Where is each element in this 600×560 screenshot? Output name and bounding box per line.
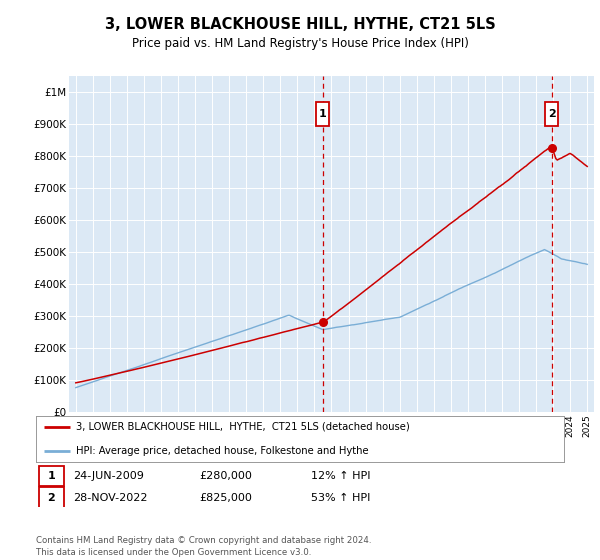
Text: Price paid vs. HM Land Registry's House Price Index (HPI): Price paid vs. HM Land Registry's House … — [131, 38, 469, 50]
Text: 2: 2 — [47, 493, 55, 502]
Text: £825,000: £825,000 — [200, 493, 253, 502]
Text: 28-NOV-2022: 28-NOV-2022 — [73, 493, 148, 502]
FancyBboxPatch shape — [545, 102, 559, 125]
Text: 2: 2 — [548, 109, 556, 119]
Text: 1: 1 — [47, 471, 55, 480]
Text: 24-JUN-2009: 24-JUN-2009 — [73, 471, 144, 480]
Text: 12% ↑ HPI: 12% ↑ HPI — [311, 471, 370, 480]
Text: HPI: Average price, detached house, Folkestone and Hythe: HPI: Average price, detached house, Folk… — [76, 446, 368, 456]
Text: £280,000: £280,000 — [200, 471, 253, 480]
Text: 3, LOWER BLACKHOUSE HILL,  HYTHE,  CT21 5LS (detached house): 3, LOWER BLACKHOUSE HILL, HYTHE, CT21 5L… — [76, 422, 409, 432]
Text: 53% ↑ HPI: 53% ↑ HPI — [311, 493, 370, 502]
FancyBboxPatch shape — [316, 102, 329, 125]
FancyBboxPatch shape — [38, 466, 64, 486]
FancyBboxPatch shape — [38, 487, 64, 507]
Text: 1: 1 — [319, 109, 326, 119]
Text: Contains HM Land Registry data © Crown copyright and database right 2024.
This d: Contains HM Land Registry data © Crown c… — [36, 536, 371, 557]
Text: 3, LOWER BLACKHOUSE HILL, HYTHE, CT21 5LS: 3, LOWER BLACKHOUSE HILL, HYTHE, CT21 5L… — [104, 17, 496, 32]
